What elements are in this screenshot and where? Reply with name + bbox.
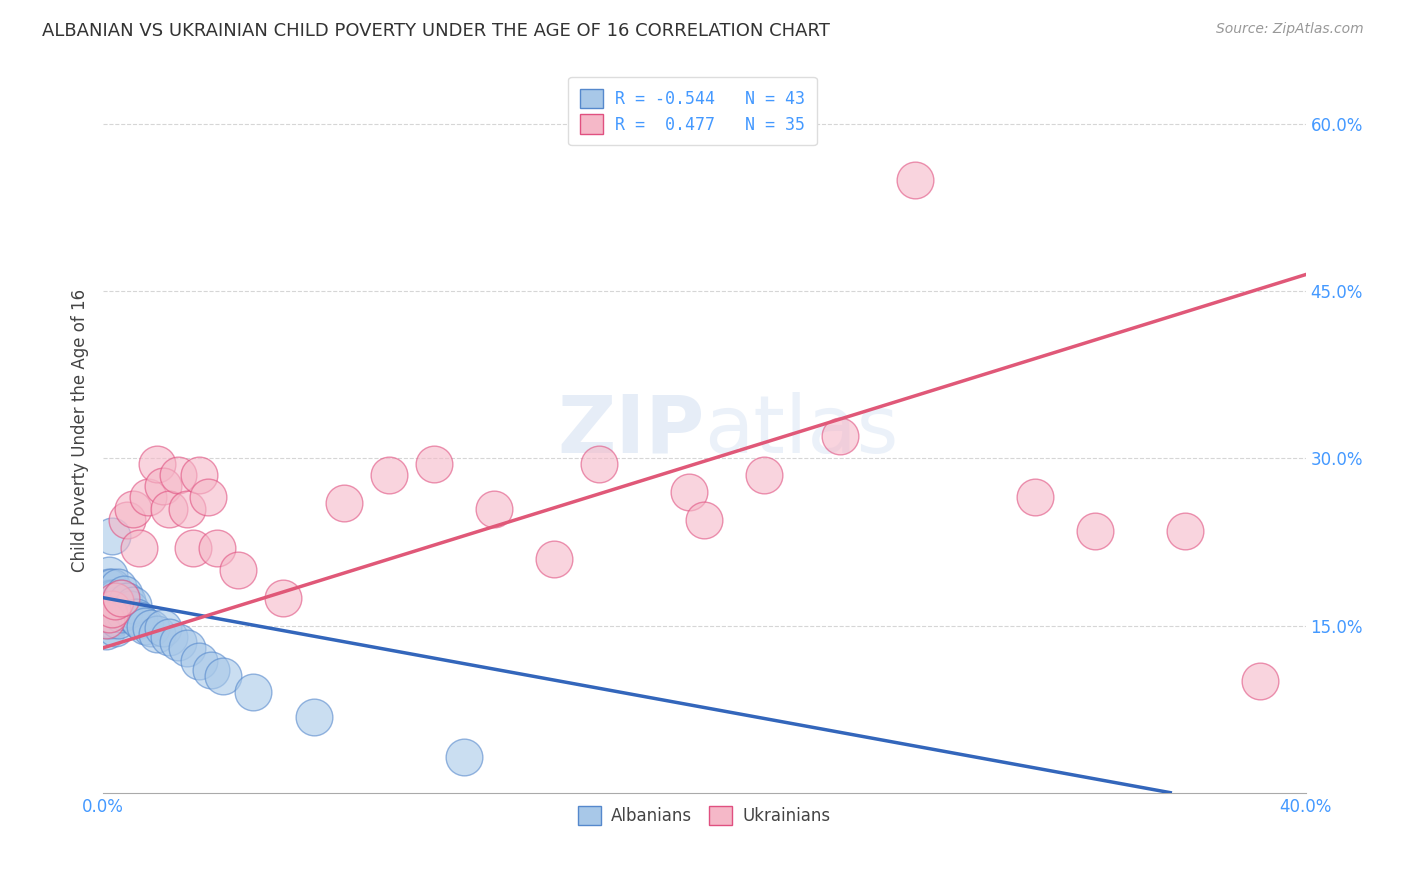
Point bbox=[828, 429, 851, 443]
Point bbox=[543, 551, 565, 566]
Point bbox=[107, 599, 129, 613]
Point bbox=[157, 630, 180, 644]
Point bbox=[112, 605, 135, 619]
Point bbox=[101, 602, 124, 616]
Text: ZIP: ZIP bbox=[557, 392, 704, 469]
Point bbox=[157, 501, 180, 516]
Point bbox=[104, 621, 127, 635]
Text: atlas: atlas bbox=[704, 392, 898, 469]
Point bbox=[242, 685, 264, 699]
Point bbox=[115, 513, 138, 527]
Point bbox=[200, 663, 222, 677]
Point bbox=[128, 541, 150, 555]
Point bbox=[377, 468, 399, 483]
Point bbox=[678, 484, 700, 499]
Point bbox=[146, 627, 169, 641]
Point bbox=[112, 587, 135, 601]
Point bbox=[98, 580, 121, 594]
Point bbox=[110, 591, 132, 605]
Point bbox=[94, 624, 117, 639]
Point bbox=[94, 613, 117, 627]
Point bbox=[107, 613, 129, 627]
Point bbox=[101, 602, 124, 616]
Text: ALBANIAN VS UKRAINIAN CHILD POVERTY UNDER THE AGE OF 16 CORRELATION CHART: ALBANIAN VS UKRAINIAN CHILD POVERTY UNDE… bbox=[42, 22, 830, 40]
Point bbox=[125, 609, 148, 624]
Point bbox=[754, 468, 776, 483]
Point bbox=[141, 621, 163, 635]
Point bbox=[167, 635, 190, 649]
Point bbox=[98, 607, 121, 622]
Point bbox=[176, 640, 198, 655]
Point bbox=[423, 457, 446, 471]
Point bbox=[101, 591, 124, 605]
Point bbox=[134, 618, 156, 632]
Point bbox=[273, 591, 295, 605]
Point bbox=[136, 491, 159, 505]
Point bbox=[101, 529, 124, 543]
Point bbox=[101, 613, 124, 627]
Point bbox=[332, 496, 354, 510]
Point bbox=[453, 750, 475, 764]
Point bbox=[1024, 491, 1046, 505]
Point bbox=[188, 468, 211, 483]
Point bbox=[212, 668, 235, 682]
Point bbox=[167, 468, 190, 483]
Point bbox=[228, 563, 250, 577]
Point bbox=[181, 541, 204, 555]
Point bbox=[1174, 524, 1197, 538]
Point bbox=[122, 501, 145, 516]
Point bbox=[98, 613, 121, 627]
Point bbox=[904, 173, 927, 187]
Point bbox=[188, 654, 211, 668]
Point bbox=[146, 457, 169, 471]
Point bbox=[197, 491, 219, 505]
Point bbox=[120, 602, 142, 616]
Point bbox=[98, 591, 121, 605]
Point bbox=[94, 602, 117, 616]
Point bbox=[98, 568, 121, 582]
Legend: Albanians, Ukrainians: Albanians, Ukrainians bbox=[568, 796, 841, 835]
Point bbox=[110, 591, 132, 605]
Text: Source: ZipAtlas.com: Source: ZipAtlas.com bbox=[1216, 22, 1364, 37]
Point bbox=[128, 613, 150, 627]
Point bbox=[482, 501, 505, 516]
Point bbox=[152, 479, 174, 493]
Point bbox=[98, 602, 121, 616]
Point bbox=[302, 710, 325, 724]
Point bbox=[104, 602, 127, 616]
Point bbox=[693, 513, 716, 527]
Point bbox=[1249, 674, 1271, 689]
Point bbox=[110, 607, 132, 622]
Point bbox=[588, 457, 610, 471]
Point bbox=[115, 594, 138, 608]
Point bbox=[94, 591, 117, 605]
Point bbox=[107, 580, 129, 594]
Point bbox=[104, 594, 127, 608]
Point bbox=[104, 591, 127, 605]
Point bbox=[101, 580, 124, 594]
Y-axis label: Child Poverty Under the Age of 16: Child Poverty Under the Age of 16 bbox=[72, 289, 89, 572]
Point bbox=[176, 501, 198, 516]
Point bbox=[122, 599, 145, 613]
Point bbox=[207, 541, 229, 555]
Point bbox=[94, 613, 117, 627]
Point bbox=[152, 621, 174, 635]
Point bbox=[104, 609, 127, 624]
Point bbox=[1084, 524, 1107, 538]
